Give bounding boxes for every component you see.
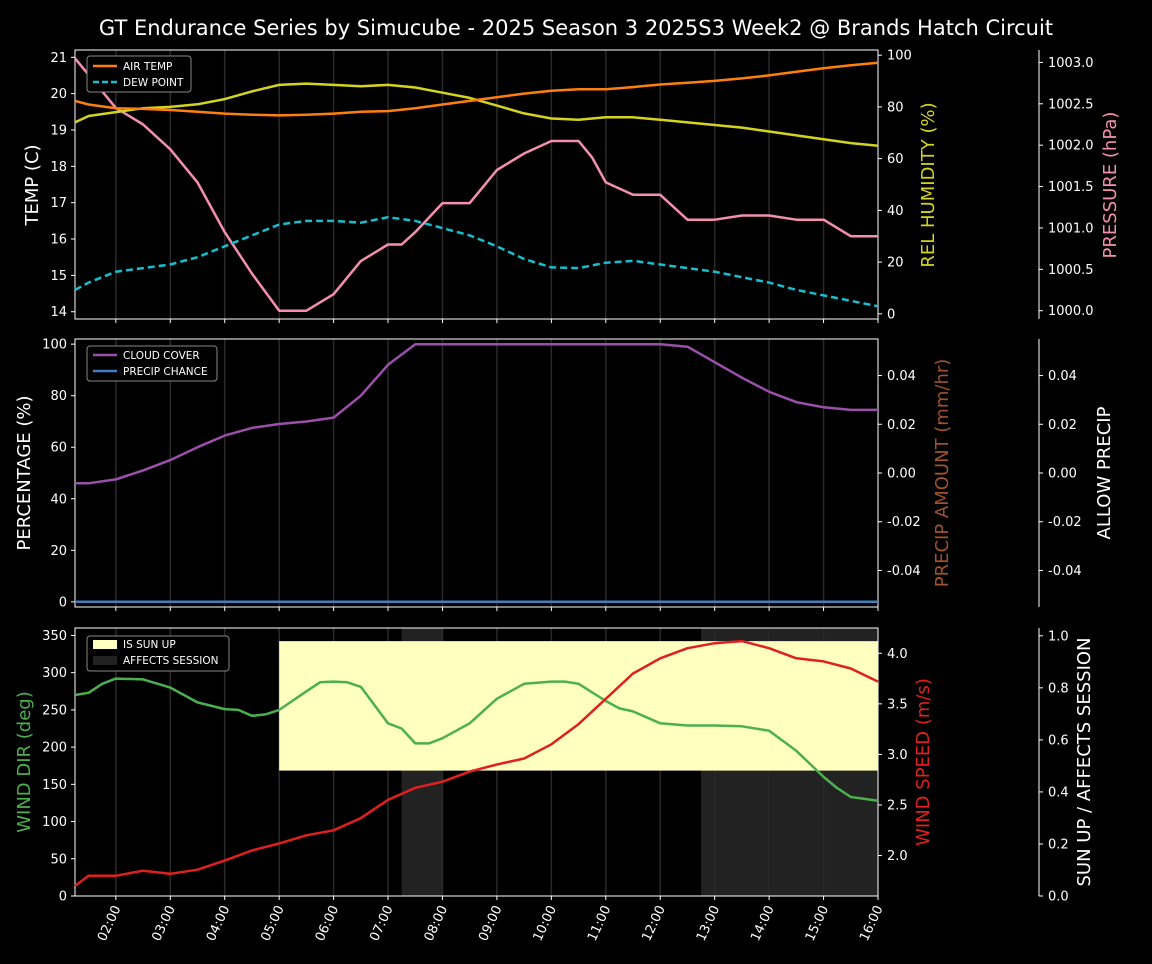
panel-3-left-tick-label: 350 — [42, 629, 67, 644]
panel-2-left-tick-label: 80 — [50, 389, 67, 404]
panel-1-left-tick-label: 16 — [50, 233, 67, 248]
panel-1-humidity-tick-label: 60 — [887, 152, 904, 167]
percentage-axis-label: PERCENTAGE (%) — [14, 395, 35, 550]
legend-cloud-cover: CLOUD COVER — [123, 350, 200, 362]
panel-3-left-tick-label: 0 — [59, 890, 67, 905]
panel-1-pressure-tick-label: 1002.0 — [1048, 139, 1094, 154]
panel-2-allow-precip-tick-label: 0.02 — [1048, 418, 1077, 433]
panel-3-sun-affects-tick-label: 0.0 — [1048, 890, 1069, 905]
legend-sun-up: IS SUN UP — [123, 639, 176, 651]
panel-3-wind-speed-tick-label: 4.0 — [887, 647, 908, 662]
chart-title: GT Endurance Series by Simucube - 2025 S… — [99, 16, 1053, 40]
panel-2-allow-precip-tick-label: 0.04 — [1048, 369, 1077, 384]
panel-3-wind-speed-tick-label: 2.0 — [887, 849, 908, 864]
legend-swatch-affects-session — [93, 656, 117, 665]
humidity-line — [74, 82, 879, 147]
panel-2-left-tick-label: 20 — [50, 544, 67, 559]
legend-clouds: CLOUD COVER PRECIP CHANCE — [86, 345, 218, 382]
panel-1-humidity-tick-label: 100 — [887, 49, 912, 64]
panel-1-left-tick-label: 21 — [50, 51, 67, 66]
panel-2-precip-amount-tick-label: 0.02 — [887, 418, 916, 433]
temp-axis-label: TEMP (C) — [22, 144, 43, 226]
panel-1-left-tick-label: 19 — [50, 123, 67, 138]
panel-3-left-tick-label: 200 — [42, 741, 67, 756]
panel-1-pressure-tick-label: 1000.5 — [1048, 263, 1094, 278]
panel-1-pressure-tick-label: 1003.0 — [1048, 56, 1094, 71]
pressure-axis-label: PRESSURE (hPa) — [1100, 112, 1121, 259]
panel-1-humidity-tick-label: 40 — [887, 204, 904, 219]
panel-3-left-tick-label: 150 — [42, 778, 67, 793]
panel-2-allow-precip-tick-label: 0.00 — [1048, 467, 1077, 482]
panel-1-pressure-tick-label: 1001.5 — [1048, 180, 1094, 195]
panel-1-pressure-tick-label: 1002.5 — [1048, 97, 1094, 112]
humidity-axis-label: REL HUMIDITY (%) — [918, 102, 939, 267]
panel-1-left-tick-label: 18 — [50, 160, 67, 175]
air-temp-line — [74, 61, 879, 117]
legend-precip-chance: PRECIP CHANCE — [123, 366, 208, 378]
panel-3-sun-affects-tick-label: 0.6 — [1048, 733, 1069, 748]
panel-1-pressure-tick-label: 1000.0 — [1048, 304, 1094, 319]
panel-2-left-tick-label: 40 — [50, 492, 67, 507]
panel-1-humidity-tick-label: 20 — [887, 256, 904, 271]
dew-point-line — [74, 215, 879, 308]
panel-1-left-tick-label: 20 — [50, 87, 67, 102]
panel-1-humidity-tick-label: 80 — [887, 100, 904, 115]
legend-affects-session: AFFECTS SESSION — [123, 655, 219, 667]
legend-wind: IS SUN UP AFFECTS SESSION — [86, 635, 230, 672]
panel-2-precip-amount-tick-label: -0.04 — [887, 564, 921, 579]
panel-1-left-tick-label: 14 — [50, 305, 67, 320]
panel-1-pressure-tick-label: 1001.0 — [1048, 221, 1094, 236]
cloud-cover-line — [75, 342, 878, 485]
panel-2-precip-amount-tick-label: 0.04 — [887, 369, 916, 384]
panel-3-left-tick-label: 50 — [50, 852, 67, 867]
panel-1-humidity-tick-label: 0 — [887, 307, 895, 322]
legend-swatch-sun-up — [93, 640, 117, 649]
precip-amount-axis-label: PRECIP AMOUNT (mm/hr) — [932, 359, 953, 588]
panel-3-wind-speed-tick-label: 2.5 — [887, 798, 908, 813]
wind-dir-axis-label: WIND DIR (deg) — [14, 691, 35, 833]
wind-speed-axis-label: WIND SPEED (m/s) — [913, 678, 934, 846]
legend-dew-point: DEW POINT — [123, 77, 184, 89]
panel-3-sun-affects-tick-label: 0.4 — [1048, 785, 1069, 800]
panel-2-allow-precip-tick-label: -0.04 — [1048, 564, 1082, 579]
wind-speed-line — [74, 639, 879, 887]
legend-air-temp: AIR TEMP — [123, 61, 172, 73]
panel-3-left-tick-label: 300 — [42, 666, 67, 681]
panel-1-left-tick-label: 15 — [50, 269, 67, 284]
panel-2-left-tick-label: 100 — [42, 338, 67, 353]
panel-3-sun-affects-tick-label: 0.2 — [1048, 837, 1069, 852]
sun-up-region — [279, 641, 878, 771]
legend-temperature: AIR TEMP DEW POINT — [86, 55, 192, 93]
panel-2-left-tick-label: 60 — [50, 441, 67, 456]
wind-dir-line — [74, 677, 879, 802]
panel-1-left-tick-label: 17 — [50, 196, 67, 211]
panel-2-left-tick-label: 0 — [59, 595, 67, 610]
sun-affects-axis-label: SUN UP / AFFECTS SESSION — [1074, 637, 1095, 886]
panel-3-sun-affects-tick-label: 0.8 — [1048, 681, 1069, 696]
panel-3-left-tick-label: 250 — [42, 703, 67, 718]
panel-3-left-tick-label: 100 — [42, 815, 67, 830]
panel-2-allow-precip-tick-label: -0.02 — [1048, 515, 1082, 530]
panel-2-precip-amount-tick-label: -0.02 — [887, 515, 921, 530]
panel-3-sun-affects-tick-label: 1.0 — [1048, 629, 1069, 644]
allow-precip-axis-label: ALLOW PRECIP — [1094, 406, 1115, 539]
plot-layer: 02:00 03:00 04:00 05:00 06:00 07:00 08:00 09:00… — [71, 49, 1043, 944]
panel-1-frame — [74, 49, 879, 320]
panel-3-wind-speed-tick-label: 3.0 — [887, 748, 908, 763]
panel-3-wind-speed-tick-label: 3.5 — [887, 697, 908, 712]
panel-2-precip-amount-tick-label: 0.00 — [887, 467, 916, 482]
pressure-line — [74, 57, 878, 312]
